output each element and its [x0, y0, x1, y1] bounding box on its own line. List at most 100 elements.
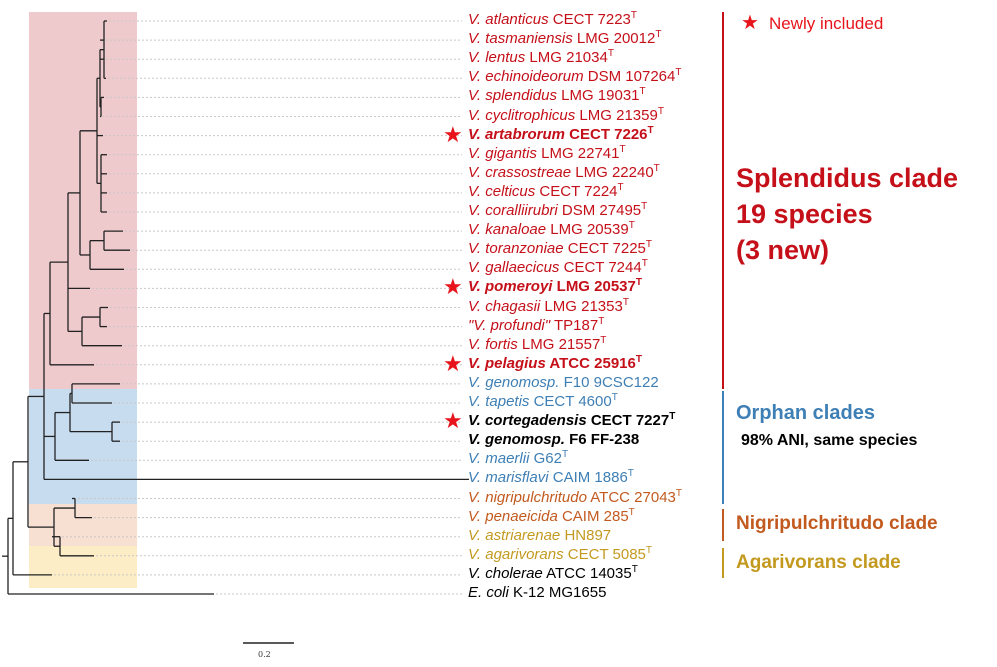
- taxon-label: V. atlanticus CECT 7223T: [468, 11, 637, 29]
- strain-name: HN897: [560, 526, 612, 544]
- strain-name: LMG 19031: [556, 87, 640, 105]
- taxon-label: V. echinoideorum DSM 107264T: [468, 68, 681, 86]
- species-name: V. cholerae: [468, 564, 543, 582]
- taxon-label: V. kanaloae LMG 20539T: [468, 221, 635, 239]
- type-strain-marker: T: [631, 563, 638, 575]
- orphan-clade-note: 98% ANI, same species: [741, 432, 918, 449]
- strain-name: LMG 21034: [525, 49, 608, 67]
- splendidus-clade-new: (3 new): [736, 235, 830, 265]
- strain-name: G62: [529, 450, 562, 468]
- type-strain-marker: T: [600, 334, 607, 346]
- strain-name: CECT 4600: [529, 393, 612, 410]
- species-name: V. crassostreae: [468, 163, 572, 181]
- taxon-label: V. astriarenae HN897: [468, 527, 611, 545]
- splendidus-clade-bar: [722, 12, 724, 389]
- taxon-label: V. tasmaniensis LMG 20012T: [468, 30, 661, 48]
- splendidus-clade-shade: [29, 12, 137, 389]
- taxon-label: V. gallaecicus CECT 7244T: [468, 259, 648, 277]
- strain-name: CECT 7225: [563, 240, 646, 258]
- taxon-label: V. splendidus LMG 19031T: [468, 87, 646, 105]
- taxon-label: "V. profundi" TP187T: [468, 315, 605, 335]
- species-name: V. nigripulchritudo: [468, 488, 587, 506]
- strain-name: F6 FF-238: [564, 431, 640, 449]
- taxon-label: V. agarivorans CECT 5085T: [468, 545, 652, 564]
- nigripulchritudo-clade-bar: [722, 509, 724, 541]
- taxon-label: V. cortegadensis CECT 7227T: [468, 412, 675, 430]
- strain-name: LMG 21359: [575, 106, 658, 124]
- species-name: V. artabrorum: [468, 125, 565, 143]
- nigripulchritudo-clade-shade: [29, 504, 137, 546]
- strain-name: TP187: [550, 316, 599, 334]
- nigripulchritudo-clade-label: Nigripulchritudo clade: [736, 513, 938, 534]
- scale-bar-label: 0.2: [258, 650, 271, 659]
- type-strain-marker: T: [675, 67, 682, 79]
- type-strain-marker: T: [639, 86, 646, 98]
- strain-name: CECT 7227: [586, 412, 670, 430]
- strain-name: LMG 20539: [546, 221, 629, 239]
- new-taxon-star-icon: ★: [443, 274, 463, 300]
- orphan-clade-bar: [722, 391, 724, 504]
- species-name: V. pomeroyi: [468, 278, 553, 296]
- species-name: V. pelagius: [468, 354, 546, 372]
- strain-name: CECT 7226: [564, 125, 648, 143]
- type-strain-marker: T: [622, 296, 629, 308]
- species-name: V. splendidus: [468, 87, 557, 105]
- strain-name: LMG 21557: [517, 335, 601, 353]
- agarivorans-clade-bar: [722, 548, 724, 578]
- type-strain-marker: T: [627, 468, 634, 480]
- strain-name: LMG 20537: [552, 278, 636, 296]
- strain-name: K-12 MG1655: [508, 584, 607, 601]
- taxon-label: V. marisflavi CAIM 1886T: [468, 469, 634, 487]
- type-strain-marker: T: [635, 353, 642, 365]
- species-name: V. coralliirubri: [468, 202, 558, 219]
- species-name: V. toranzoniae: [468, 240, 564, 258]
- strain-name: LMG 22741: [536, 144, 620, 162]
- taxon-label: V. tapetis CECT 4600T: [468, 393, 618, 411]
- tree-branches: [2, 20, 469, 595]
- type-strain-marker: T: [669, 411, 676, 423]
- strain-name: LMG 21353: [540, 297, 623, 315]
- species-name: V. genomosp.: [468, 373, 560, 391]
- taxon-label: V. cyclitrophicus LMG 21359T: [468, 105, 664, 125]
- new-taxon-star-icon: ★: [443, 121, 463, 147]
- type-strain-marker: T: [635, 277, 642, 289]
- strain-name: CECT 7224: [535, 182, 618, 200]
- species-name: V. kanaloae: [468, 221, 547, 239]
- type-strain-marker: T: [641, 258, 648, 270]
- species-name: V. celticus: [468, 182, 536, 200]
- taxon-label: V. toranzoniae CECT 7225T: [468, 240, 652, 258]
- legend-label: Newly included: [768, 14, 884, 33]
- strain-name: CECT 5085: [563, 545, 646, 563]
- species-name: V. gigantis: [468, 144, 537, 162]
- species-name: V. gallaecicus: [468, 259, 560, 277]
- strain-name: CAIM 285: [557, 507, 629, 525]
- type-strain-marker: T: [598, 315, 605, 327]
- species-name: E. coli: [468, 584, 509, 601]
- species-name: V. marisflavi: [468, 469, 549, 487]
- type-strain-marker: T: [657, 105, 664, 117]
- taxon-label: V. maerlii G62T: [468, 450, 568, 468]
- species-name: V. echinoideorum: [468, 68, 584, 86]
- taxon-label: V. crassostreae LMG 22240T: [468, 163, 660, 182]
- orphan-clade-label: Orphan clades: [736, 402, 875, 424]
- strain-name: CECT 7244: [559, 259, 642, 277]
- species-name: V. maerlii: [468, 450, 530, 468]
- strain-name: F10 9CSC122: [559, 373, 659, 391]
- taxon-label: V. genomosp. F6 FF-238: [468, 431, 639, 449]
- species-name: V. chagasii: [468, 297, 541, 315]
- taxon-label: V. lentus LMG 21034T: [468, 49, 614, 67]
- taxon-label: E. coli K-12 MG1655: [468, 584, 606, 602]
- taxon-label: V. pomeroyi LMG 20537T: [468, 278, 642, 296]
- agarivorans-clade-shade: [29, 546, 137, 588]
- species-name: V. tasmaniensis: [468, 30, 573, 48]
- species-name: V. penaeicida: [468, 507, 558, 525]
- strain-name: CECT 7223: [548, 11, 631, 28]
- species-name: "V. profundi": [468, 316, 551, 334]
- strain-name: DSM 27495: [557, 202, 642, 219]
- species-name: V. astriarenae: [468, 526, 561, 544]
- type-strain-marker: T: [630, 10, 637, 21]
- type-strain-marker: T: [655, 29, 662, 41]
- taxon-label: V. fortis LMG 21557T: [468, 334, 607, 354]
- type-strain-marker: T: [607, 48, 614, 60]
